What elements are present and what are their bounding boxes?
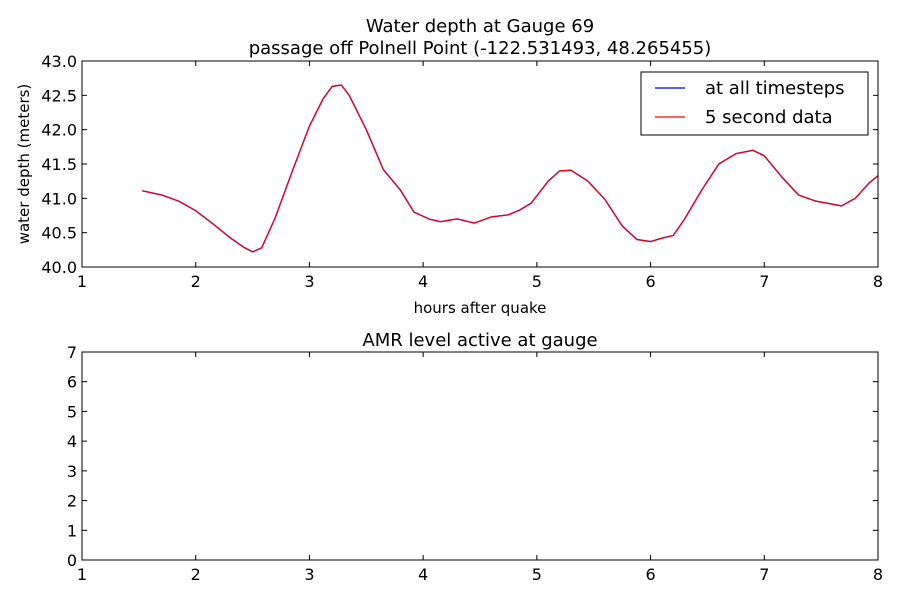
legend-label-five-second: 5 second data <box>705 107 833 128</box>
legend-frame <box>640 71 869 136</box>
depth-series-group <box>142 84 879 253</box>
depth-x-tick-label: 6 <box>645 272 655 291</box>
amr-x-tick-label: 5 <box>532 565 542 584</box>
amr-x-tick-label: 2 <box>191 565 201 584</box>
depth-x-axis-label: hours after quake <box>414 299 547 317</box>
amr-y-tick-label: 4 <box>67 432 77 451</box>
depth-y-tick-label: 42.0 <box>41 121 77 140</box>
depth-y-tick-label: 43.0 <box>41 52 77 71</box>
legend-label-all-timesteps: at all timesteps <box>705 78 845 99</box>
amr-x-tick-label: 7 <box>759 565 769 584</box>
amr-y-tick-label: 2 <box>67 492 77 511</box>
amr-y-tick-label: 7 <box>67 343 77 362</box>
depth-chart-subtitle: passage off Polnell Point (-122.531493, … <box>249 38 712 59</box>
depth-x-tick-label: 3 <box>304 272 314 291</box>
depth-x-tick-label: 7 <box>759 272 769 291</box>
depth-x-ticks: 1 2 3 4 5 6 7 8 <box>77 61 883 291</box>
amr-y-ticks: 0 1 2 3 4 5 6 7 <box>67 343 878 570</box>
depth-y-tick-label: 41.5 <box>41 155 77 174</box>
depth-x-tick-label: 4 <box>418 272 428 291</box>
depth-y-tick-label: 40.0 <box>41 258 77 277</box>
amr-x-tick-label: 1 <box>77 565 87 584</box>
amr-chart-title: AMR level active at gauge <box>362 330 597 351</box>
depth-legend: at all timesteps 5 second data <box>640 71 869 136</box>
amr-y-tick-label: 0 <box>67 551 77 570</box>
depth-x-tick-label: 2 <box>191 272 201 291</box>
depth-x-tick-label: 8 <box>873 272 883 291</box>
depth-y-tick-label: 42.5 <box>41 86 77 105</box>
depth-chart-title: Water depth at Gauge 69 <box>366 16 594 37</box>
depth-y-ticks: 40.0 40.5 41.0 41.5 42.0 42.5 43.0 <box>41 52 878 277</box>
depth-x-tick-label: 1 <box>77 272 87 291</box>
amr-x-tick-label: 6 <box>645 565 655 584</box>
series-line-five-second <box>142 84 879 253</box>
depth-y-tick-label: 40.5 <box>41 224 77 243</box>
depth-chart: Water depth at Gauge 69 passage off Poln… <box>15 16 883 317</box>
amr-y-tick-label: 6 <box>67 373 77 392</box>
depth-x-tick-label: 5 <box>532 272 542 291</box>
amr-x-tick-label: 4 <box>418 565 428 584</box>
amr-y-tick-label: 1 <box>67 521 77 540</box>
depth-y-tick-label: 41.0 <box>41 189 77 208</box>
amr-x-tick-label: 8 <box>873 565 883 584</box>
depth-y-axis-label: water depth (meters) <box>15 84 33 245</box>
amr-y-tick-label: 3 <box>67 462 77 481</box>
amr-x-ticks: 1 2 3 4 5 6 7 8 <box>77 352 883 584</box>
amr-y-tick-label: 5 <box>67 402 77 421</box>
amr-x-tick-label: 3 <box>304 565 314 584</box>
amr-plot-frame <box>81 351 879 561</box>
